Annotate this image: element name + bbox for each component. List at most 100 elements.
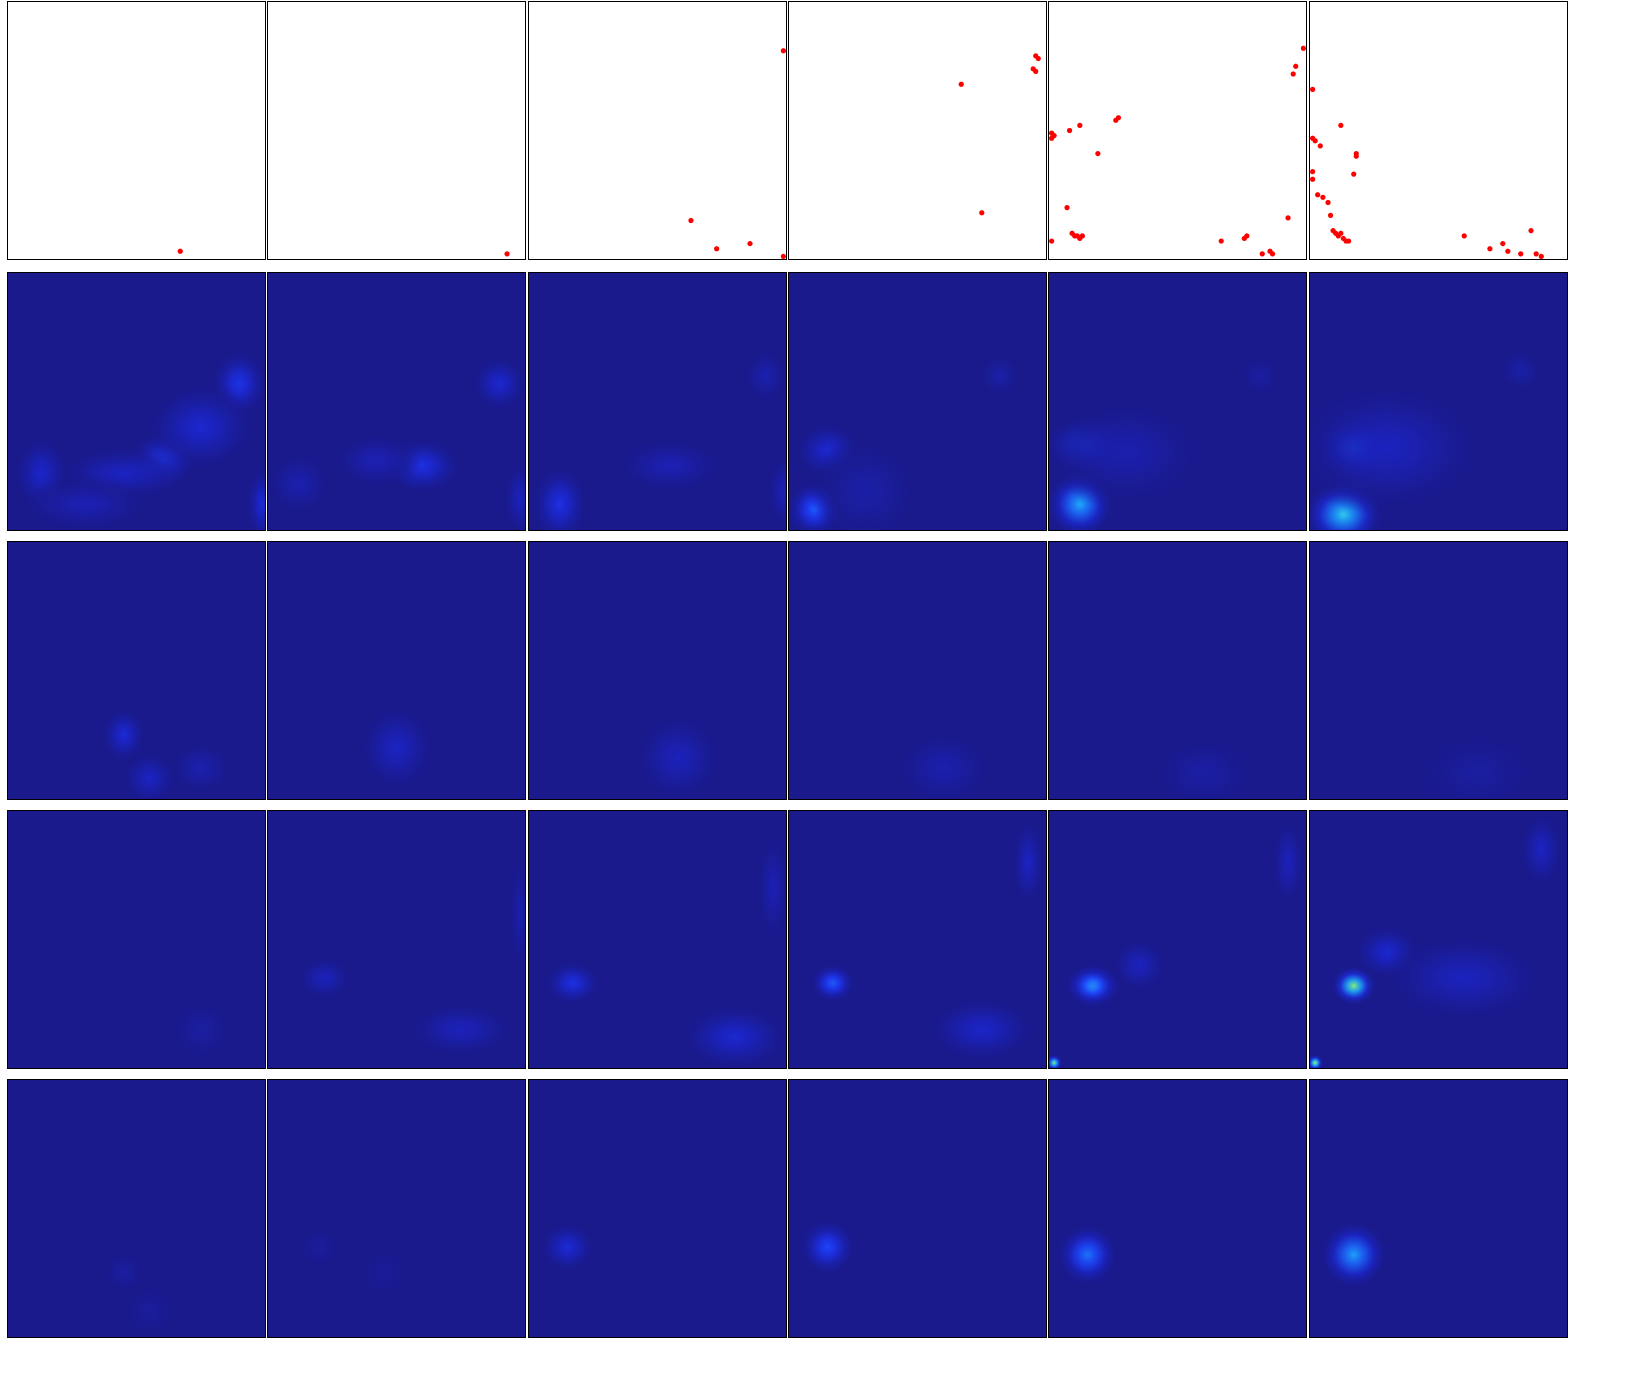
heatmap-blob	[502, 459, 525, 530]
scatter-point	[1533, 251, 1539, 257]
scatter-point	[1259, 251, 1265, 257]
scatter-point	[1049, 135, 1055, 141]
plot-background	[268, 2, 525, 259]
scatter-plot	[1049, 2, 1306, 259]
heatmap-blob	[809, 434, 923, 530]
heatmap-blob	[1518, 811, 1564, 890]
heatmap-blob	[121, 1282, 178, 1337]
heatmap-plot	[1049, 542, 1306, 799]
heatmap-background	[1049, 1080, 1306, 1337]
heatmap-blob	[121, 750, 178, 799]
scatter-point	[958, 81, 964, 87]
heatmap-blob	[1146, 733, 1260, 799]
heatmap-blob	[101, 1250, 147, 1296]
scatter-point	[780, 48, 786, 54]
heatmap-plot	[8, 1080, 265, 1337]
panel-r1-c1	[7, 1, 266, 260]
heatmap-plot	[8, 811, 265, 1068]
heatmap-background	[1310, 1080, 1567, 1337]
heatmap-plot	[1310, 273, 1567, 530]
heatmap-background	[789, 1080, 1046, 1337]
heatmap-blob	[1379, 932, 1550, 1024]
panel-r3-c6	[1309, 541, 1568, 800]
panel-r5-c3	[528, 1079, 787, 1338]
scatter-point	[1528, 228, 1534, 234]
heatmap-plot	[1310, 542, 1567, 799]
scatter-point	[1353, 153, 1359, 159]
panel-r4-c5	[1048, 810, 1307, 1069]
heatmap-blob	[166, 995, 235, 1064]
heatmap-plot	[789, 542, 1046, 799]
heatmap-plot	[268, 811, 525, 1068]
heatmap-blob	[1110, 936, 1168, 994]
panel-r4-c4	[788, 810, 1047, 1069]
panel-r4-c6	[1309, 810, 1568, 1069]
heatmap-plot	[529, 542, 786, 799]
heatmap-blob	[268, 449, 333, 518]
heatmap-blob	[544, 960, 602, 1006]
heatmap-blob	[245, 464, 265, 530]
scatter-point	[1315, 192, 1321, 198]
heatmap-plot	[789, 811, 1046, 1068]
heatmap-plot	[789, 273, 1046, 530]
heatmap-blob	[144, 381, 258, 473]
scatter-point	[1320, 194, 1326, 200]
heatmap-background	[268, 1080, 525, 1337]
panel-r1-c6	[1309, 1, 1568, 260]
scatter-point	[504, 251, 510, 257]
scatter-point	[1317, 143, 1323, 149]
panel-r2-c6	[1309, 272, 1568, 531]
scatter-point	[1312, 138, 1318, 144]
heatmap-blob	[766, 451, 786, 530]
panel-r2-c1	[7, 272, 266, 531]
scatter-point	[1035, 55, 1041, 62]
panel-r3-c1	[7, 541, 266, 800]
heatmap-plot	[529, 273, 786, 530]
heatmap-plot	[529, 811, 786, 1068]
scatter-point	[1115, 115, 1122, 121]
scatter-point	[1066, 127, 1073, 134]
plot-background	[529, 2, 786, 259]
scatter-point	[1300, 45, 1306, 51]
heatmap-blob	[296, 1224, 342, 1270]
panel-r1-c3	[528, 1, 787, 260]
heatmap-background	[1049, 811, 1306, 1068]
panel-r1-c4	[788, 1, 1047, 260]
scatter-point	[1538, 253, 1544, 259]
panel-r5-c6	[1309, 1079, 1568, 1338]
heatmap-plot	[1049, 273, 1306, 530]
panel-r4-c2	[267, 810, 526, 1069]
scatter-plot	[268, 2, 525, 259]
scatter-point	[1351, 171, 1357, 177]
scatter-point	[714, 246, 720, 252]
heatmap-plot	[1310, 1080, 1567, 1337]
heatmap-blob	[977, 353, 1023, 399]
heatmap-blob	[166, 739, 235, 797]
scatter-point	[1345, 238, 1352, 244]
scatter-point	[1218, 238, 1224, 244]
scatter-point	[747, 240, 753, 247]
heatmap-blob	[742, 347, 786, 405]
scatter-point	[1079, 233, 1085, 239]
panel-r5-c5	[1048, 1079, 1307, 1338]
heatmap-blob	[470, 355, 525, 412]
scatter-point	[1310, 86, 1316, 93]
scatter-point	[688, 217, 694, 224]
heatmap-blob	[17, 475, 153, 530]
heatmap-blob	[1319, 1220, 1388, 1289]
heatmap-blob	[404, 1001, 518, 1058]
heatmap-blob	[1237, 353, 1283, 399]
heatmap-blob	[296, 955, 353, 1001]
scatter-point	[1518, 251, 1524, 257]
panel-r5-c1	[7, 1079, 266, 1338]
heatmap-blob	[1409, 728, 1545, 799]
heatmap-plot	[1310, 811, 1567, 1068]
heatmap-blob	[1056, 1223, 1119, 1286]
panel-r1-c5	[1048, 1, 1307, 260]
plot-background	[1310, 2, 1567, 259]
scatter-point	[1244, 233, 1250, 239]
scatter-point	[1269, 251, 1276, 257]
heatmap-blob	[1310, 1054, 1324, 1068]
heatmap-background	[529, 1080, 786, 1337]
